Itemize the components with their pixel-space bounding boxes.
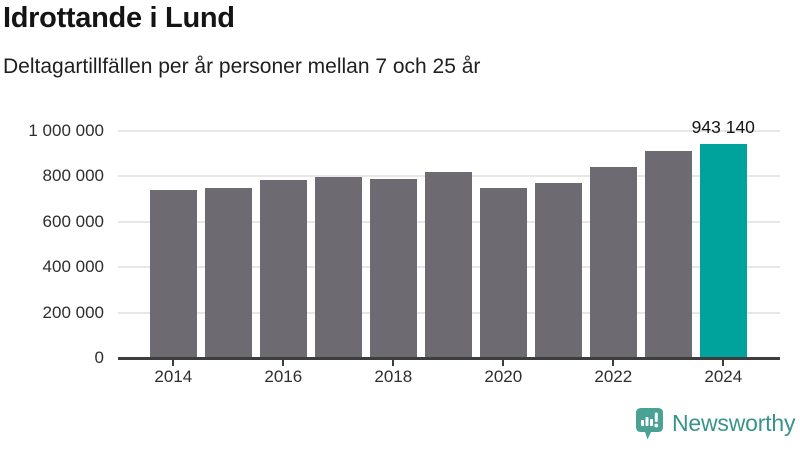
y-axis-label: 600 000	[42, 211, 104, 231]
bar-2023	[644, 151, 692, 358]
x-tick-2020	[502, 359, 505, 366]
x-axis-line	[118, 357, 780, 360]
bar-2024	[699, 143, 747, 358]
y-axis-label: 1 000 000	[28, 121, 104, 140]
x-tick-2024	[722, 359, 725, 366]
newsworthy-logo[interactable]: Newsworthy	[634, 406, 795, 440]
chart-title: Idrottande i Lund	[3, 2, 235, 34]
bar-2022	[589, 167, 637, 358]
x-axis-label-2018: 2018	[374, 367, 413, 386]
chart-subtitle: Deltagartillfällen per år personer mella…	[3, 55, 481, 78]
x-tick-2016	[282, 359, 285, 366]
x-axis-label-2014: 2014	[154, 367, 193, 386]
x-tick-2022	[612, 359, 615, 366]
y-axis-label: 800 000	[42, 166, 104, 186]
bar-2018	[369, 178, 417, 358]
x-axis-label-2020: 2020	[484, 367, 523, 386]
bar-2017	[314, 177, 362, 358]
x-axis-label-2016: 2016	[264, 367, 303, 386]
x-axis-label-2024: 2024	[704, 367, 743, 386]
bar-2020	[479, 188, 527, 358]
newsworthy-bar-chart-bubble-icon	[636, 408, 663, 440]
x-axis-label-2022: 2022	[594, 367, 633, 386]
bar-2015	[204, 187, 252, 358]
y-axis-label: 0	[94, 348, 104, 367]
gridline-1000000	[118, 130, 780, 132]
bar-2014	[149, 190, 197, 358]
bar-2021	[534, 182, 582, 358]
bar-2019	[424, 171, 472, 358]
y-axis-label: 200 000	[42, 302, 104, 322]
y-axis-label: 400 000	[42, 257, 104, 277]
newsworthy-logo-text: Newsworthy	[672, 409, 796, 436]
bar-2016	[259, 180, 307, 358]
x-tick-2014	[172, 359, 175, 366]
value-label-2024: 943 140	[691, 116, 755, 137]
x-tick-2018	[392, 359, 395, 366]
